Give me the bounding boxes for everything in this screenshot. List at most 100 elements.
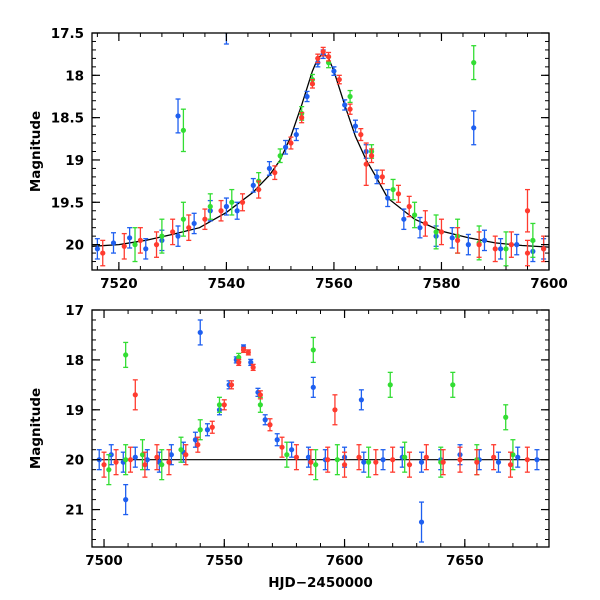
data-point [433, 229, 439, 235]
data-point [401, 216, 407, 222]
data-point [310, 347, 316, 353]
data-point [481, 237, 488, 243]
data-point [178, 447, 184, 453]
y-tick-label: 17.5 [51, 26, 84, 42]
data-point [440, 459, 446, 465]
data-point [137, 237, 143, 243]
data-point [334, 457, 340, 463]
data-point [515, 454, 521, 460]
data-point [248, 359, 254, 365]
data-point [168, 452, 174, 458]
data-point [240, 347, 247, 353]
data-point [395, 191, 402, 197]
y-axis-label: Magnitude [28, 111, 44, 192]
data-point [366, 459, 372, 465]
data-point [299, 115, 305, 121]
data-point [132, 242, 138, 248]
x-tick-label: 7600 [530, 276, 568, 292]
y-tick-label: 21 [65, 503, 84, 519]
data-point [423, 454, 429, 460]
data-point [123, 457, 129, 463]
data-point [514, 242, 520, 248]
data-point [347, 93, 353, 100]
data-point [277, 153, 283, 159]
data-point [308, 459, 314, 465]
data-point [216, 402, 223, 408]
data-point [236, 359, 242, 365]
data-point [310, 384, 316, 390]
data-point [336, 76, 342, 83]
data-point [159, 233, 165, 239]
data-point [406, 203, 412, 210]
data-point [507, 462, 514, 468]
data-point [331, 68, 337, 74]
data-point [267, 422, 273, 428]
data-point [197, 329, 203, 336]
y-tick-label: 20 [65, 453, 84, 469]
data-point [325, 54, 332, 60]
data-point [457, 457, 463, 463]
data-point [305, 454, 312, 460]
data-point [309, 81, 316, 87]
data-point [524, 457, 530, 463]
data-point [143, 246, 149, 252]
data-point [166, 459, 172, 465]
data-point [121, 243, 127, 249]
data-point [191, 220, 197, 227]
x-tick-label: 7580 [423, 276, 461, 292]
data-point [175, 233, 181, 239]
data-point [207, 203, 213, 210]
y-tick-label: 18 [65, 353, 84, 369]
data-point [245, 349, 251, 356]
series-0 [96, 319, 540, 543]
data-point [218, 208, 224, 214]
data-point [379, 174, 385, 180]
data-point [530, 237, 536, 243]
data-point [293, 454, 300, 460]
data-point [313, 462, 319, 468]
x-tick-label: 7650 [446, 553, 484, 569]
data-point [204, 427, 211, 433]
data-point [342, 102, 348, 108]
data-point [159, 462, 165, 468]
data-point [411, 212, 418, 218]
data-point [123, 352, 129, 358]
data-point [266, 165, 273, 172]
data-point [402, 454, 408, 460]
data-point [154, 454, 160, 460]
y-tick-label: 19.5 [51, 195, 84, 211]
data-point [417, 225, 423, 231]
data-point [385, 195, 391, 201]
data-point [94, 246, 100, 252]
data-point [113, 459, 119, 465]
data-point [139, 452, 146, 458]
data-point [422, 220, 428, 227]
y-tick-label: 19 [65, 403, 84, 419]
data-point [132, 392, 138, 398]
data-point [170, 229, 176, 235]
data-point [352, 123, 359, 129]
data-point [363, 161, 369, 167]
data-point [250, 182, 256, 188]
x-tick-label: 7560 [315, 276, 353, 292]
data-point [110, 240, 117, 246]
data-point [236, 354, 242, 360]
data-point [106, 467, 112, 473]
y-tick-label: 19 [65, 153, 84, 169]
data-point [274, 437, 280, 443]
data-point [358, 397, 364, 403]
data-point [101, 462, 107, 468]
top-panel: 7520 7540 7560 7580 7600 17.5 18 18.5 19 19.5 20 Ma… [28, 26, 568, 292]
data-point [325, 457, 331, 463]
data-point [320, 49, 326, 55]
data-point [180, 127, 186, 133]
data-point [341, 462, 348, 468]
data-point [209, 424, 215, 430]
data-point [491, 454, 497, 460]
data-point [503, 414, 509, 420]
series-1 [132, 45, 536, 267]
data-point [492, 246, 498, 252]
y-axis-label: Magnitude [28, 388, 44, 469]
series-2 [100, 46, 547, 267]
data-point [455, 237, 461, 243]
